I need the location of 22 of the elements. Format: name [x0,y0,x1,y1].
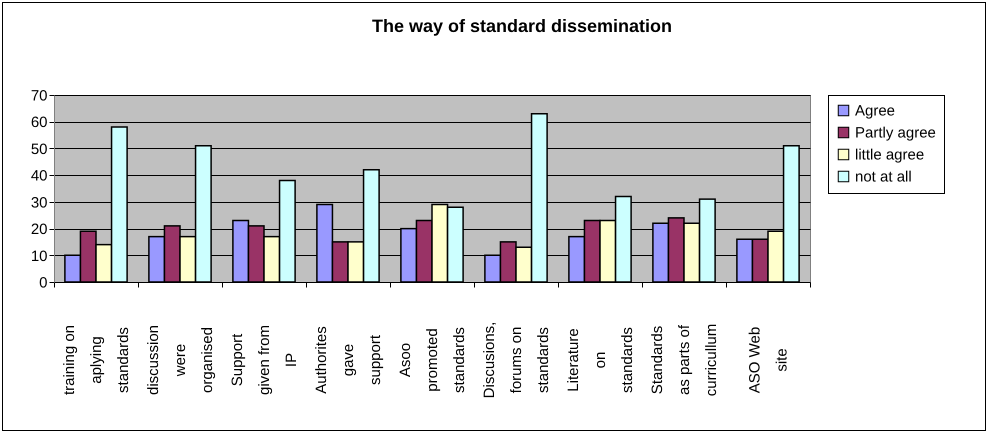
y-tick-label: 10 [30,248,48,265]
y-tick-label: 20 [30,221,48,238]
y-tick-label: 50 [30,140,48,158]
legend-label: Partly agree [855,124,936,142]
x-tick-label: Standards as parts of curricullum [649,324,720,396]
y-tick-label: 60 [30,114,48,132]
x-tick-label: Authorites gave support [313,326,384,394]
x-tick-label: Literature on standards [565,327,636,393]
legend-label: Agree [855,102,896,120]
y-tick-label: 30 [30,194,48,212]
legend-label: little agree [855,146,924,164]
x-tick-label: ASO Web site [746,326,790,394]
x-tick-label: training on aplying standards [61,324,132,396]
y-tick-label: 70 [30,88,48,104]
x-tick-label: discussion were organised [145,324,216,396]
legend-label: not at all [855,168,912,186]
chart-title: The way of standard dissemination [372,16,672,36]
y-tick-label: 40 [30,168,48,185]
x-tick-label: Asoo promoted standards [397,327,468,393]
x-tick-label: Discusions, forums on standards [481,322,552,398]
y-tick-label: 0 [39,274,48,292]
x-tick-label: Support given from IP [229,324,300,396]
